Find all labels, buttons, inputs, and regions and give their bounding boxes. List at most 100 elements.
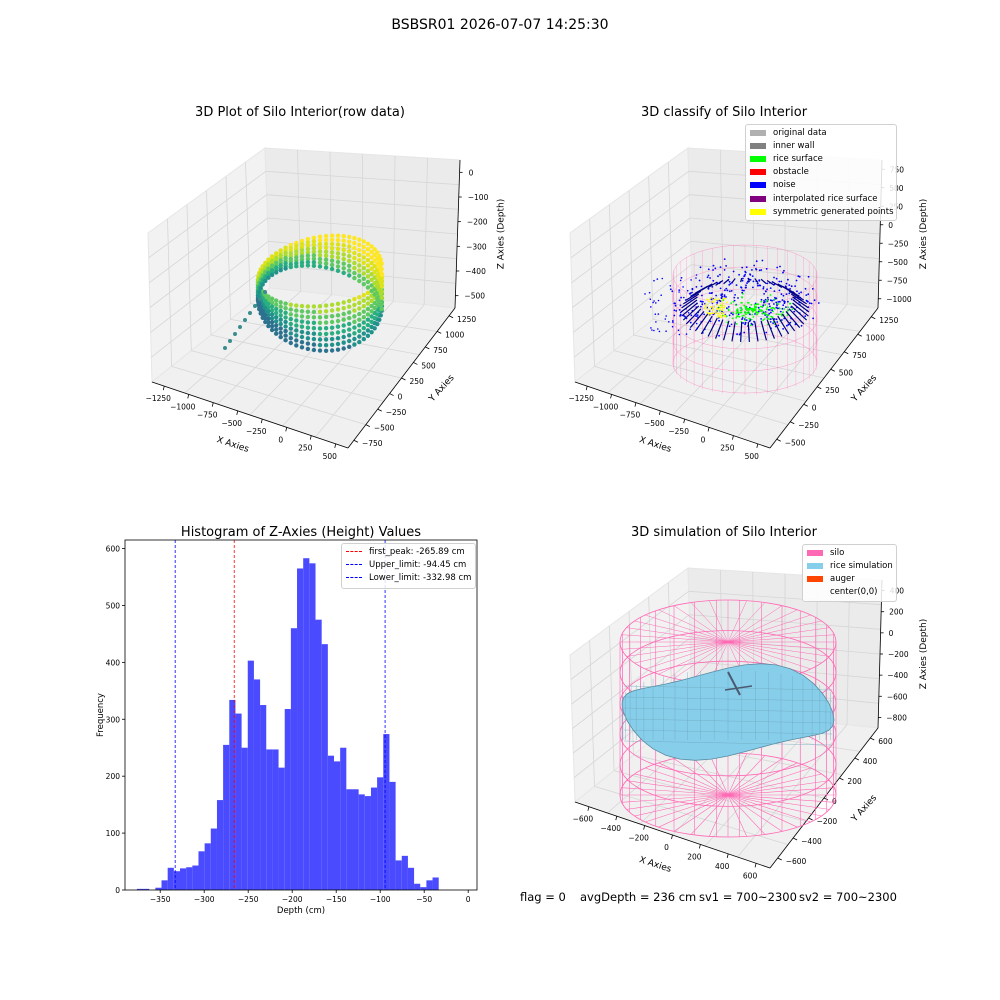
raw-point bbox=[266, 312, 271, 318]
raw-point bbox=[352, 336, 357, 342]
cls-surface-point bbox=[766, 306, 769, 309]
cls-noise-point bbox=[723, 294, 726, 296]
cls-noise-point bbox=[776, 266, 779, 269]
raw-point bbox=[305, 256, 311, 262]
cls-noise-point bbox=[728, 284, 731, 286]
raw-point bbox=[317, 326, 323, 331]
raw-point bbox=[323, 303, 329, 308]
raw-y-tick bbox=[353, 439, 359, 443]
cls-noise-point bbox=[788, 284, 791, 286]
raw-point bbox=[329, 302, 335, 307]
raw-point bbox=[323, 314, 329, 320]
raw-point bbox=[341, 252, 346, 257]
histogram-bar bbox=[290, 628, 298, 890]
raw-point bbox=[323, 326, 329, 331]
cls-x-tick-label: −1000 bbox=[593, 402, 619, 411]
cls-noise-point bbox=[673, 309, 676, 312]
legend-label: Upper_limit: -94.45 cm bbox=[369, 559, 467, 570]
raw-point bbox=[329, 331, 335, 336]
raw-x-tick bbox=[334, 443, 337, 448]
histogram-x-tick-label: 0 bbox=[466, 895, 471, 904]
cls-noise-point bbox=[795, 279, 798, 282]
raw-point bbox=[365, 268, 371, 274]
raw-point bbox=[352, 325, 357, 330]
histogram-bar bbox=[241, 747, 248, 890]
raw-point bbox=[288, 307, 293, 312]
cls-noise-point bbox=[718, 319, 720, 322]
cls-surface-point bbox=[735, 323, 738, 325]
cls-surface-point bbox=[783, 308, 786, 310]
raw-point bbox=[283, 315, 288, 320]
sim-grid-line bbox=[846, 577, 851, 725]
raw-point bbox=[299, 263, 305, 268]
cls-symmetric-point bbox=[705, 303, 707, 305]
cls-y-tick bbox=[871, 316, 876, 320]
raw-point bbox=[288, 312, 293, 317]
raw-point bbox=[352, 302, 357, 308]
chart-title-simulation: 3D simulation of Silo Interior bbox=[631, 525, 818, 540]
raw-point bbox=[305, 250, 311, 255]
raw-point-outlier bbox=[263, 290, 267, 294]
cls-noise-point bbox=[657, 328, 659, 330]
cls-symmetric-point bbox=[722, 309, 725, 312]
cls-surface-point bbox=[741, 301, 743, 304]
cls-symmetric-point bbox=[721, 306, 724, 309]
cls-wall-spoke bbox=[785, 288, 800, 297]
cls-wall-spoke bbox=[790, 293, 807, 305]
sim-silo-spoke bbox=[727, 614, 811, 643]
cls-noise-point bbox=[677, 329, 680, 332]
cls-noise-point bbox=[725, 296, 727, 298]
cls-wall-spoke bbox=[700, 315, 713, 335]
raw-point bbox=[352, 265, 357, 271]
cls-silo-ring bbox=[672, 288, 818, 350]
cls-x-tick bbox=[585, 386, 588, 391]
cls-surface-point bbox=[763, 318, 766, 320]
raw-point bbox=[365, 312, 371, 317]
cls-noise-point bbox=[810, 302, 813, 305]
cls-noise-point bbox=[689, 328, 691, 331]
cls-noise-point bbox=[759, 284, 762, 287]
cls-noise-point bbox=[756, 282, 759, 285]
cls-noise-point bbox=[787, 323, 790, 326]
raw-point bbox=[311, 320, 317, 325]
cls-noise-point bbox=[778, 280, 781, 283]
raw-z-tick-label: −500 bbox=[464, 292, 485, 301]
raw-point bbox=[278, 313, 283, 318]
raw-point bbox=[329, 342, 335, 347]
raw-point bbox=[317, 260, 323, 265]
raw-point bbox=[299, 260, 305, 265]
cls-noise-point bbox=[755, 260, 758, 263]
raw-point bbox=[335, 307, 341, 312]
sim-silo-spoke bbox=[626, 627, 729, 643]
histogram-bar bbox=[414, 883, 421, 890]
sim-silo-spoke bbox=[673, 758, 729, 796]
cls-noise-point bbox=[686, 289, 689, 292]
cls-noise-point bbox=[757, 310, 760, 313]
cls-noise-point bbox=[689, 292, 691, 295]
raw-point bbox=[317, 320, 323, 325]
raw-point bbox=[317, 315, 323, 320]
raw-point bbox=[369, 244, 374, 249]
raw-point bbox=[305, 240, 311, 245]
cls-surface-point bbox=[760, 305, 762, 308]
raw-point bbox=[365, 241, 371, 246]
legend-swatch bbox=[750, 182, 766, 189]
histogram-bar bbox=[192, 865, 199, 890]
cls-noise-point bbox=[729, 282, 732, 285]
histogram-bar bbox=[432, 877, 439, 890]
histogram-bar bbox=[155, 887, 162, 890]
raw-point bbox=[278, 317, 283, 322]
sim-x-tick bbox=[671, 834, 673, 840]
sim-y-tick bbox=[854, 757, 860, 761]
raw-point bbox=[361, 244, 366, 250]
sim-x-tick bbox=[698, 844, 701, 849]
cls-symmetric-point bbox=[715, 310, 717, 313]
raw-point bbox=[361, 325, 366, 331]
cls-noise-point bbox=[679, 315, 681, 317]
raw-x-tick-label: 500 bbox=[323, 452, 338, 461]
sim-z-axis-label: Z Axies (Depth) bbox=[919, 619, 929, 690]
raw-point bbox=[357, 334, 362, 339]
raw-y-tick-label: −250 bbox=[386, 408, 407, 417]
raw-point bbox=[278, 308, 283, 314]
cls-surface-point bbox=[782, 311, 784, 314]
